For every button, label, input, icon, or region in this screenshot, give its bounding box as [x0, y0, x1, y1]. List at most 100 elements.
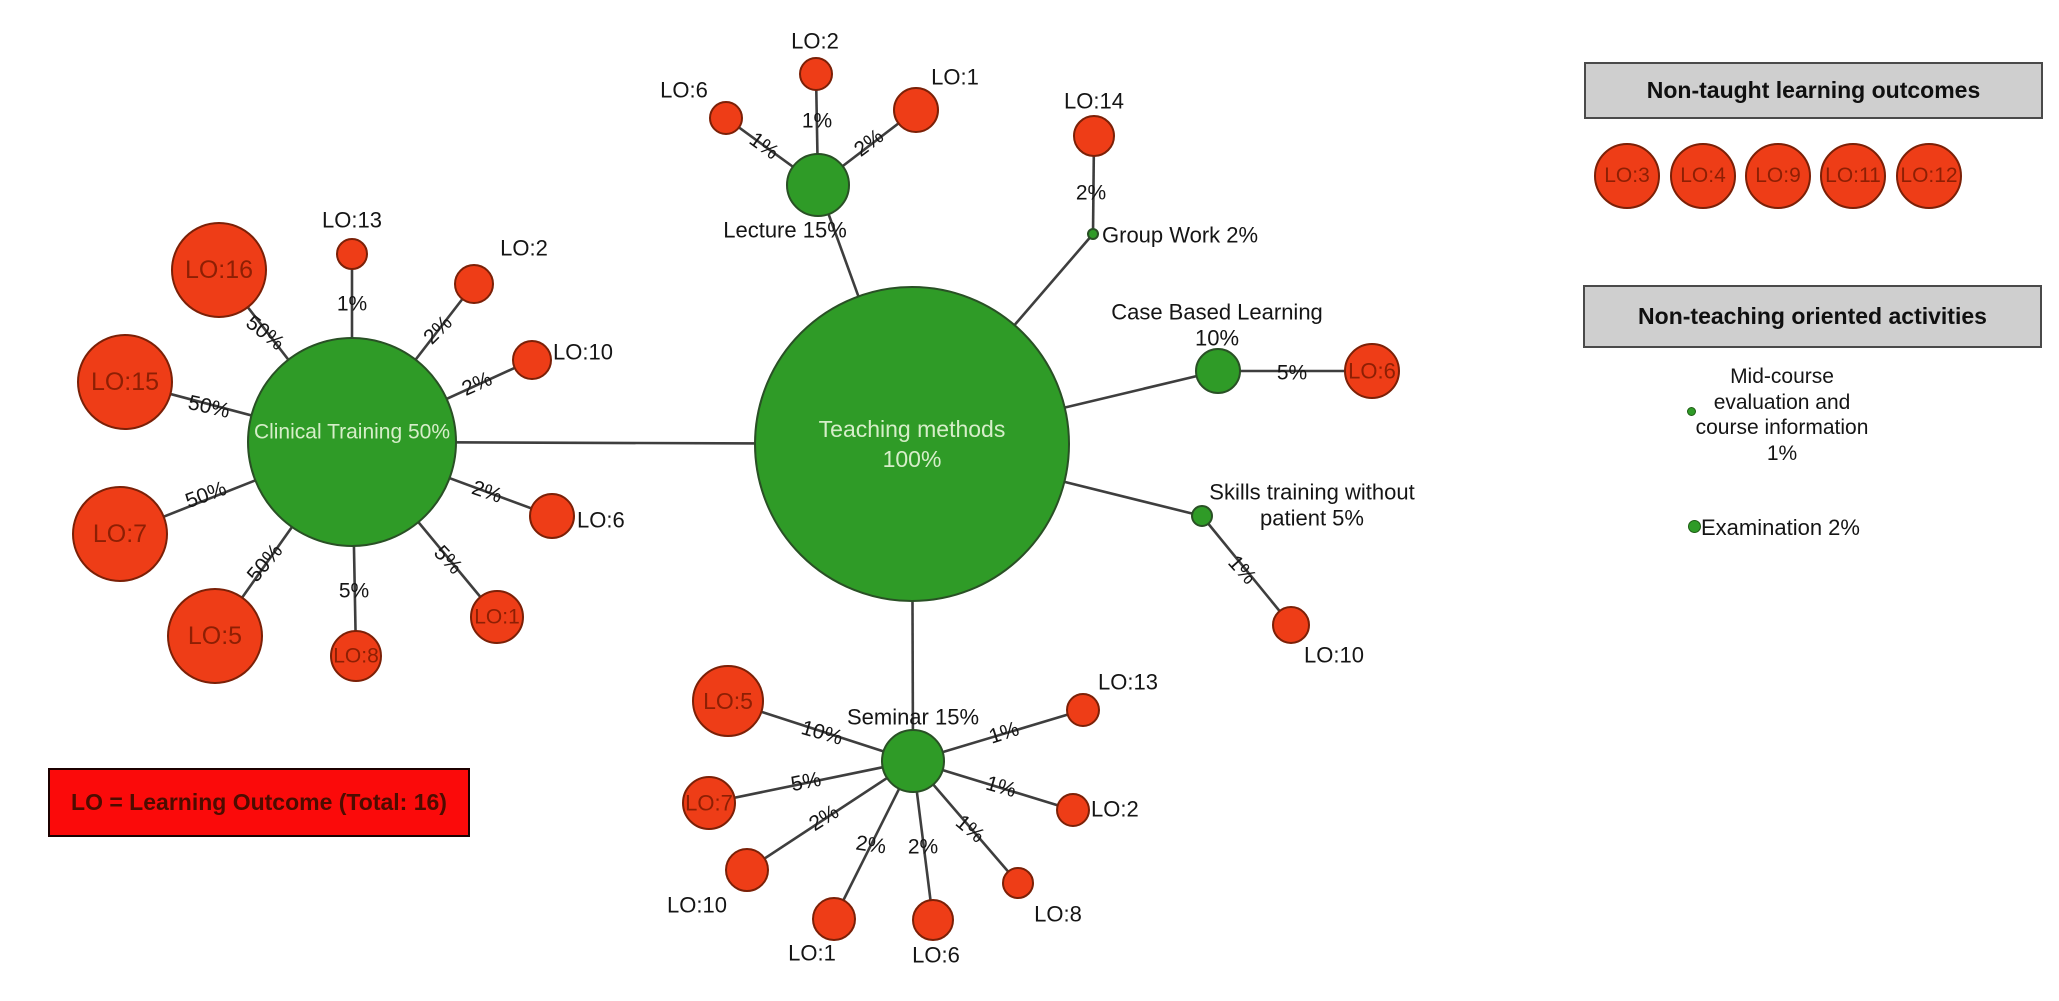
edge-percent-label: 1%: [983, 772, 1019, 802]
node-casebased: [1195, 348, 1241, 394]
node-ext-label: 10%: [1195, 326, 1239, 351]
node-teaching: [754, 286, 1070, 602]
edge-percent-label: 10%: [799, 716, 846, 750]
legend-non-teaching-panel: Non-teaching oriented activities: [1583, 285, 2042, 348]
node-ext-label: LO:6: [577, 508, 625, 533]
node-c_lo2: [454, 264, 494, 304]
node-groupwork: [1087, 228, 1099, 240]
examination-bullet-icon: [1688, 520, 1701, 533]
node-inside-label: LO:5: [188, 622, 242, 650]
node-ext-label: Seminar 15%: [847, 705, 979, 730]
node-ext-label: Skills training without: [1209, 480, 1414, 505]
node-c_lo16: [171, 222, 267, 318]
midcourse-bullet-icon: [1687, 407, 1696, 416]
legend-non-taught-panel: Non-taught learning outcomes: [1584, 62, 2043, 119]
node-se_lo5: [692, 665, 764, 737]
node-c_lo10: [512, 340, 552, 380]
node-ext-label: LO:6: [912, 943, 960, 968]
edge-percent-label: 50%: [243, 540, 288, 587]
midcourse-line: evaluation and: [1713, 390, 1851, 414]
node-c_lo6: [529, 493, 575, 539]
non-taught-lo-chip: LO:11: [1820, 143, 1886, 209]
node-inside-label: LO:6: [1348, 359, 1396, 384]
edge-percent-label: 2%: [854, 831, 887, 858]
node-ext-label: LO:13: [1098, 670, 1158, 695]
non-taught-lo-chip: LO:4: [1670, 143, 1736, 209]
node-se_lo2: [1056, 793, 1090, 827]
node-se_lo1: [812, 897, 856, 941]
node-se_lo7: [682, 776, 736, 830]
node-ext-label: LO:2: [791, 29, 839, 54]
node-c_lo1: [470, 590, 524, 644]
edge-percent-label: 2%: [469, 476, 505, 508]
edge-percent-label: 1%: [1223, 551, 1260, 589]
edge-seminar-se_lo7: [708, 759, 914, 805]
node-inside-label: LO:15: [91, 368, 159, 396]
node-ext-label: LO:8: [1034, 902, 1082, 927]
legend-entry-examination: Examination 2%: [1701, 515, 1860, 540]
edge-percent-label: 5%: [1277, 362, 1307, 385]
edge-percent-label: 2%: [458, 367, 495, 400]
node-ext-label: LO:2: [500, 236, 548, 261]
legend-entry-midcourse: Mid-course evaluation and course informa…: [1662, 364, 1902, 466]
node-c_lo7: [72, 486, 168, 582]
node-ext-label: LO:2: [1091, 797, 1139, 822]
node-g_lo14: [1073, 115, 1115, 157]
node-ext-label: LO:14: [1064, 89, 1124, 114]
node-ext-label: LO:10: [667, 893, 727, 918]
node-inside-label: LO:8: [333, 645, 379, 668]
edge-skills-s_lo10: [1200, 515, 1293, 626]
node-inside-label: Clinical Training 50%: [254, 421, 450, 444]
edge-percent-label: 1%: [337, 293, 367, 316]
node-se_lo6: [912, 899, 954, 941]
node-inside-label: LO:7: [685, 791, 733, 816]
node-se_lo13: [1066, 693, 1100, 727]
node-cb_lo6: [1344, 343, 1400, 399]
node-clinical: [247, 337, 457, 547]
non-taught-lo-chip: LO:3: [1594, 143, 1660, 209]
node-skills: [1191, 505, 1213, 527]
edge-percent-label: 50%: [186, 391, 232, 423]
node-c_lo15: [77, 334, 173, 430]
node-ext-label: Lecture 15%: [723, 218, 847, 243]
edge-percent-label: 50%: [182, 477, 229, 513]
node-l_lo1: [893, 87, 939, 133]
edge-percent-label: 5%: [339, 580, 369, 603]
edge-percent-label: 2%: [908, 836, 938, 859]
edge-percent-label: 1%: [802, 110, 832, 133]
legend-non-taught-title: Non-taught learning outcomes: [1646, 77, 1981, 103]
node-lecture: [786, 153, 850, 217]
node-inside-label: LO:1: [474, 606, 520, 629]
edge-percent-label: 50%: [241, 311, 288, 355]
node-inside-label: Teaching methods: [819, 416, 1006, 442]
node-c_lo8: [330, 630, 382, 682]
edge-seminar-se_lo10: [746, 759, 914, 872]
edge-percent-label: 5%: [789, 768, 823, 796]
node-ext-label: LO:10: [553, 340, 613, 365]
node-inside-label: LO:16: [185, 256, 253, 284]
node-inside-label: LO:7: [93, 520, 147, 548]
edge-percent-label: 2%: [1076, 182, 1106, 205]
node-se_lo10: [725, 848, 769, 892]
node-se_lo8: [1002, 867, 1034, 899]
midcourse-line: course information: [1695, 416, 1869, 439]
labels-layer: 50%1%2%2%50%50% 2%50%5%5%1%1%2%2%5%1%10%5…: [91, 29, 1415, 968]
node-ext-label: LO:10: [1304, 643, 1364, 668]
midcourse-line: 1%: [1766, 441, 1798, 465]
node-ext-label: Group Work 2%: [1102, 223, 1258, 248]
edge-percent-label: 2%: [419, 311, 457, 349]
non-taught-lo-chip: LO:12: [1896, 143, 1962, 209]
node-c_lo5: [167, 588, 263, 684]
node-c_lo13: [336, 238, 368, 270]
node-ext-label: LO:1: [788, 941, 836, 966]
node-ext-label: LO:1: [931, 65, 979, 90]
abbreviation-note: LO = Learning Outcome (Total: 16): [48, 768, 470, 837]
edge-percent-label: 1%: [986, 717, 1022, 748]
node-seminar: [881, 729, 945, 793]
node-inside-label: 100%: [883, 446, 942, 472]
node-ext-label: Case Based Learning: [1111, 300, 1323, 325]
edge-percent-label: 2%: [805, 800, 843, 836]
legend-non-teaching-title: Non-teaching oriented activities: [1638, 303, 1987, 329]
node-s_lo10: [1272, 606, 1310, 644]
